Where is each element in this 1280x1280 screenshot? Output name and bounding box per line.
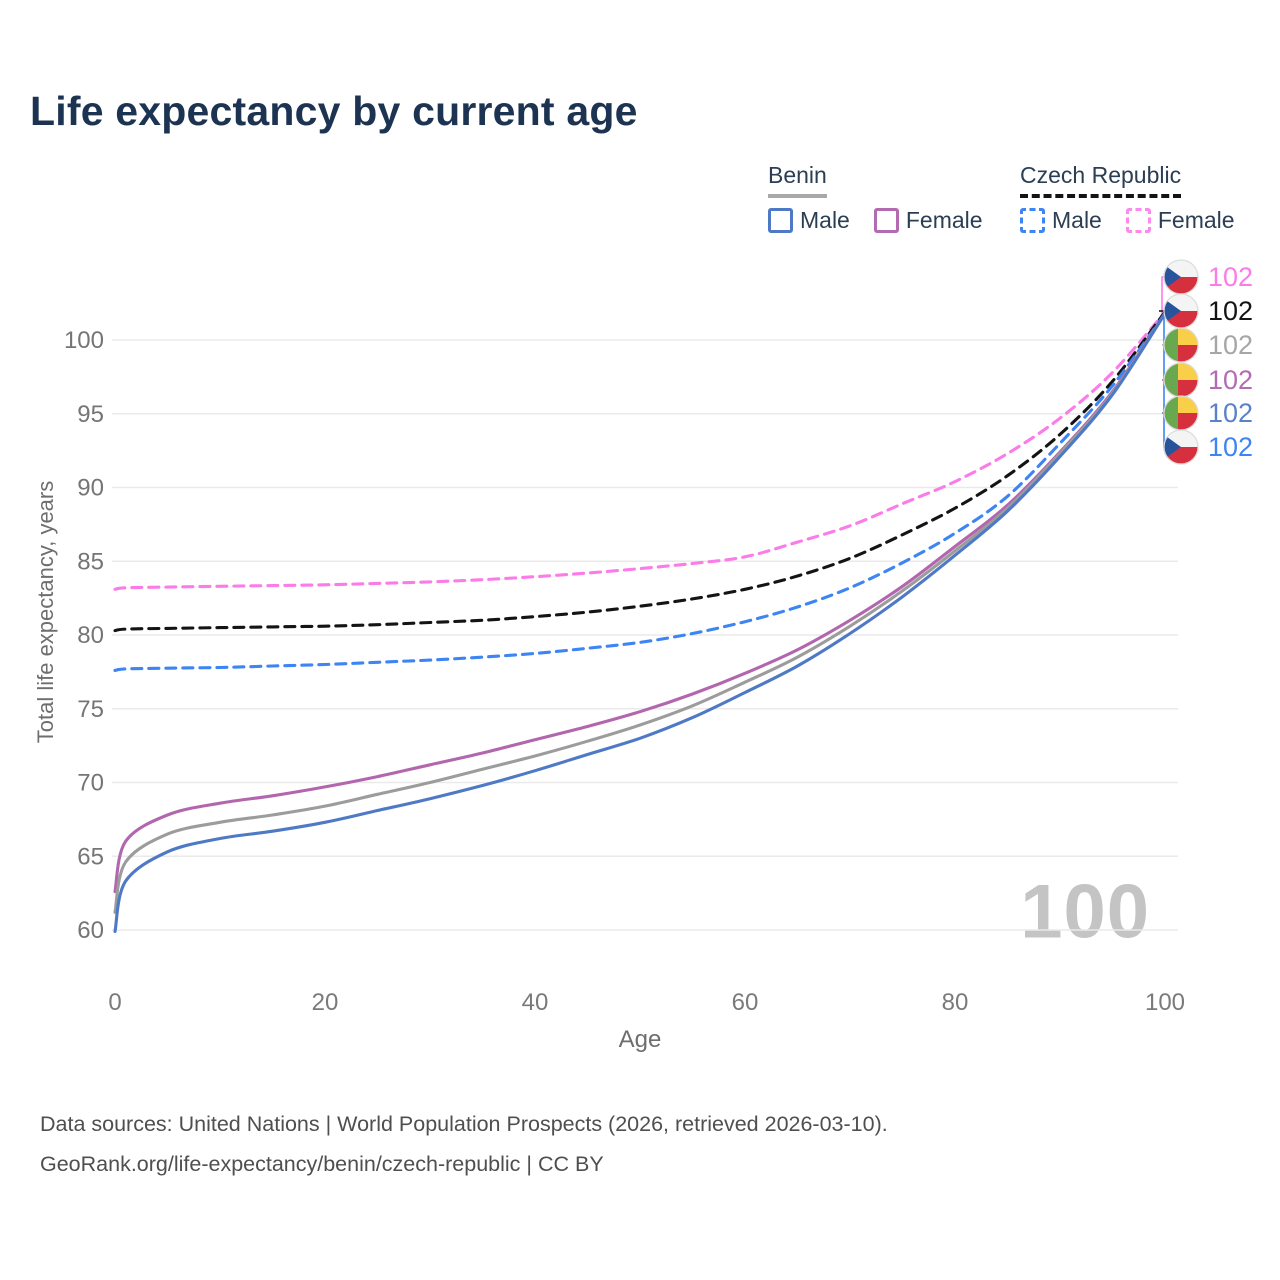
page-title: Life expectancy by current age bbox=[30, 88, 638, 134]
y-tick-100: 100 bbox=[64, 327, 104, 354]
legend-benin-title[interactable]: Benin bbox=[768, 162, 827, 198]
legend-item-czech-male[interactable]: Male bbox=[1020, 207, 1102, 234]
czech-male-swatch-icon bbox=[1020, 208, 1045, 233]
y-tick-65: 65 bbox=[77, 843, 104, 870]
x-tick-80: 80 bbox=[942, 989, 969, 1016]
y-tick-70: 70 bbox=[77, 770, 104, 797]
series-line-czech-republic bbox=[113, 310, 1167, 633]
x-tick-20: 20 bbox=[312, 989, 339, 1016]
age-watermark: 100 bbox=[1020, 869, 1150, 955]
x-tick-60: 60 bbox=[732, 989, 759, 1016]
y-tick-85: 85 bbox=[77, 548, 104, 575]
y-tick-80: 80 bbox=[77, 622, 104, 649]
x-axis-label: Age bbox=[618, 1026, 662, 1053]
y-tick-75: 75 bbox=[77, 696, 104, 723]
legend-item-benin-male[interactable]: Male bbox=[768, 207, 850, 234]
legend-benin-male-label: Male bbox=[800, 207, 850, 233]
series-line-czech-republic-male bbox=[113, 311, 1167, 672]
legend-item-czech-female[interactable]: Female bbox=[1125, 207, 1235, 234]
label-connector-0 bbox=[1161, 276, 1171, 316]
series-line-czech-republic-female bbox=[113, 310, 1167, 591]
x-tick-0: 0 bbox=[108, 989, 121, 1016]
legend-czech-female-label: Female bbox=[1157, 207, 1235, 233]
x-tick-40: 40 bbox=[522, 989, 549, 1016]
y-tick-90: 90 bbox=[77, 475, 104, 502]
georank-url-text[interactable]: GeoRank.org/life-expectancy/benin/czech-… bbox=[40, 1152, 604, 1176]
y-tick-60: 60 bbox=[77, 917, 104, 944]
data-sources-text: Data sources: United Nations | World Pop… bbox=[40, 1112, 888, 1136]
legend-item-benin-female[interactable]: Female bbox=[873, 207, 983, 234]
y-tick-95: 95 bbox=[77, 401, 104, 428]
label-connector-2 bbox=[1163, 316, 1172, 448]
series-line-benin bbox=[113, 311, 1167, 914]
legend-czech-title[interactable]: Czech Republic bbox=[1020, 162, 1182, 198]
benin-male-swatch-icon bbox=[768, 208, 793, 233]
czech-female-swatch-icon bbox=[1125, 208, 1151, 233]
legend-group-benin: Benin Male Female bbox=[768, 162, 983, 234]
x-tick-100: 100 bbox=[1145, 989, 1185, 1016]
series-line-benin-female bbox=[113, 311, 1167, 894]
benin-female-swatch-icon bbox=[873, 208, 899, 233]
legend-group-czech-republic: Czech Republic Male Female bbox=[1020, 162, 1235, 234]
legend-czech-male-label: Male bbox=[1052, 207, 1102, 233]
legend-benin-female-label: Female bbox=[905, 207, 983, 233]
footer: Data sources: United Nations | World Pop… bbox=[40, 1104, 888, 1184]
series-line-benin-male bbox=[113, 311, 1167, 934]
